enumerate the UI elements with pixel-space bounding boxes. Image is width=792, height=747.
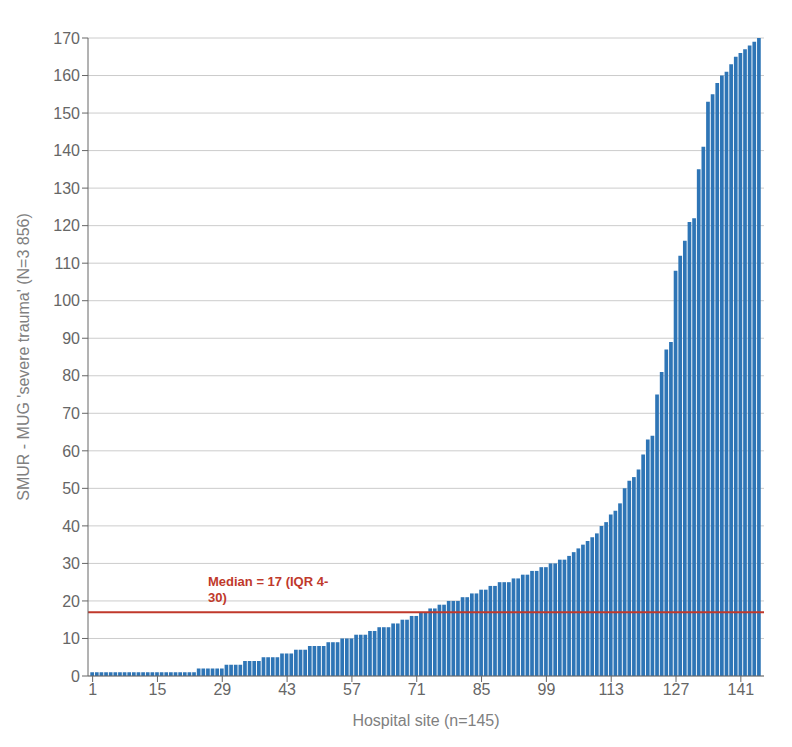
svg-text:80: 80	[62, 367, 80, 384]
svg-text:57: 57	[343, 681, 361, 698]
svg-text:150: 150	[53, 105, 80, 122]
svg-text:Hospital site (n=145): Hospital site (n=145)	[352, 712, 499, 729]
svg-text:60: 60	[62, 443, 80, 460]
svg-text:90: 90	[62, 330, 80, 347]
svg-text:99: 99	[537, 681, 555, 698]
svg-text:120: 120	[53, 217, 80, 234]
svg-text:1: 1	[88, 681, 97, 698]
svg-text:20: 20	[62, 593, 80, 610]
svg-text:40: 40	[62, 518, 80, 535]
svg-text:70: 70	[62, 405, 80, 422]
svg-text:141: 141	[727, 681, 754, 698]
svg-text:100: 100	[53, 292, 80, 309]
svg-text:160: 160	[53, 67, 80, 84]
svg-text:110: 110	[54, 255, 80, 272]
svg-text:29: 29	[213, 681, 231, 698]
svg-text:113: 113	[598, 681, 624, 698]
svg-text:15: 15	[149, 681, 167, 698]
svg-text:30: 30	[62, 555, 80, 572]
svg-text:130: 130	[53, 180, 80, 197]
svg-text:0: 0	[71, 668, 80, 685]
svg-text:50: 50	[62, 480, 80, 497]
svg-text:Median = 17 (IQR 4-30): Median = 17 (IQR 4-30)	[208, 574, 328, 605]
svg-text:71: 71	[408, 681, 426, 698]
svg-text:127: 127	[663, 681, 690, 698]
svg-text:43: 43	[278, 681, 296, 698]
svg-text:170: 170	[53, 30, 80, 47]
svg-text:85: 85	[473, 681, 491, 698]
svg-text:SMUR - MUG 'severe trauma' (N=: SMUR - MUG 'severe trauma' (N=3 856)	[15, 213, 32, 501]
svg-text:10: 10	[62, 630, 80, 647]
svg-text:140: 140	[53, 142, 80, 159]
